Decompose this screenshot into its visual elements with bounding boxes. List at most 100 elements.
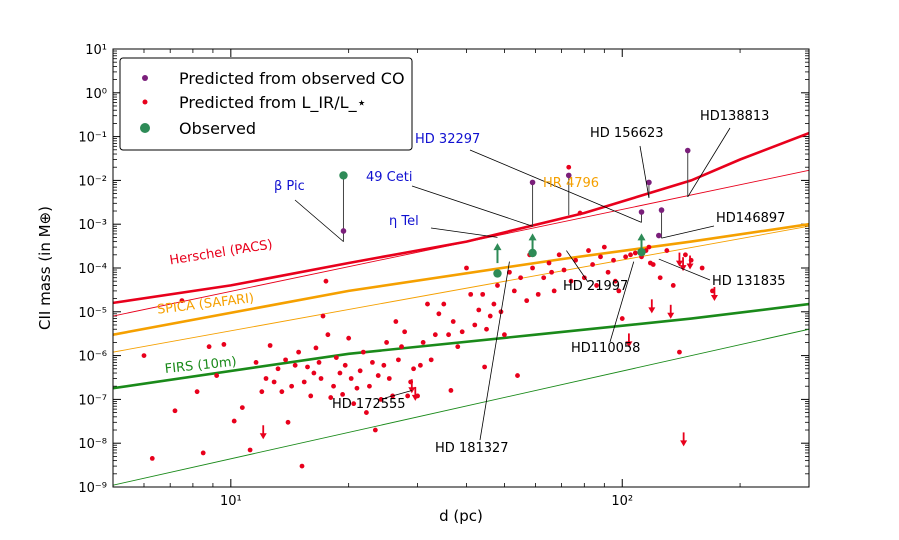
predicted-lir-point (425, 301, 430, 307)
y-axis-title: CII mass (in M⊕) (36, 206, 54, 330)
predicted-lir-point (524, 298, 530, 304)
y-tick-label: 10⁻⁴ (78, 262, 107, 277)
legend-marker-observed (140, 123, 150, 133)
observed-point (339, 171, 348, 180)
predicted-lir-point (411, 366, 416, 372)
tick-labels: 10⁻⁹ 10⁻⁸ 10⁻⁷ 10⁻⁶ 10⁻⁵ 10⁻⁴ 10⁻³ 10⁻² 10⁻¹ 10⁰ 1… (78, 43, 633, 509)
predicted-lir-point (179, 298, 185, 304)
predicted-lir-point (480, 291, 486, 297)
annotation-label: HD 32297 (415, 132, 480, 147)
predicted-lir-point (491, 301, 497, 307)
predicted-lir-point (271, 379, 277, 385)
annotation-leader (609, 261, 635, 343)
predicted-lir-point (396, 357, 401, 363)
predicted-lir-point (650, 262, 656, 267)
predicted-lir-point (367, 383, 372, 389)
predicted-lir-point (556, 252, 562, 258)
y-tick-label: 10⁻⁷ (78, 393, 107, 408)
predicted-co-point (656, 232, 662, 239)
predicted-lir-point (417, 362, 423, 368)
lower-limit-arrowhead (528, 233, 537, 241)
predicted-co-point (658, 207, 665, 213)
predicted-lir-point (628, 252, 633, 258)
predicted-lir-point (172, 408, 178, 414)
predicted-lir-point (263, 376, 269, 381)
predicted-lir-point (619, 316, 625, 321)
predicted-lir-point (459, 329, 465, 335)
observed-point (528, 248, 537, 258)
predicted-lir-point (399, 344, 404, 350)
predicted-co-point (684, 147, 691, 154)
predicted-lir-point (657, 275, 663, 281)
annotation-leader (294, 199, 344, 242)
predicted-lir-point (601, 244, 607, 250)
predicted-lir-point (354, 385, 360, 391)
predicted-lir-point (378, 397, 384, 402)
sensitivity-curve (113, 302, 809, 390)
predicted-lir-point (323, 278, 329, 284)
annotation-leader (384, 390, 412, 399)
annotation-label: HD110058 (571, 341, 640, 356)
predicted-lir-point (381, 362, 387, 368)
legend-marker-lir (142, 99, 148, 105)
predicted-lir-point (502, 332, 507, 338)
predicted-lir-point (441, 301, 447, 307)
y-tick-label: 10⁻¹ (78, 131, 107, 146)
annotation-label: HD 131835 (712, 274, 786, 289)
predicted-lir-point (141, 353, 147, 358)
predicted-lir-point (546, 260, 552, 266)
upper-limit-arrowhead (408, 387, 416, 394)
y-tick-label: 10⁻⁸ (78, 437, 107, 452)
legend-box (119, 57, 413, 151)
predicted-lir-point (313, 345, 319, 351)
y-tick-label: 10⁻² (78, 174, 107, 189)
annotation-label: HD 21997 (563, 279, 628, 294)
predicted-lir-point (677, 349, 682, 355)
annotation-leader (639, 145, 650, 198)
predicted-lir-point (386, 376, 392, 381)
annotation-label: 49 Ceti (366, 170, 412, 185)
sensitivity-curve (113, 222, 809, 336)
thin-sensitivity-line (113, 225, 809, 353)
y-tick-label: 10⁻⁹ (78, 481, 107, 496)
annotation-leader (661, 225, 715, 239)
annotation-label: HR 4796 (543, 176, 599, 191)
predicted-lir-point (370, 359, 375, 365)
upper-limit-arrowhead (675, 260, 683, 267)
upper-limit-arrowhead (625, 341, 633, 348)
legend-marker-co (142, 75, 148, 81)
annotation-label: HD146897 (716, 211, 785, 226)
annotation-leader (687, 127, 731, 198)
predicted-lir-point (487, 313, 493, 319)
predicted-lir-point (699, 265, 705, 271)
sensitivity-curve (113, 131, 809, 305)
upper-limit-arrowhead (710, 294, 718, 301)
predicted-lir-point (577, 210, 583, 216)
predicted-lir-point (511, 288, 517, 294)
x-tick-label: 10¹ (220, 494, 242, 509)
predicted-lir-point (464, 265, 469, 271)
predicted-lir-point (594, 283, 600, 288)
annotation-leader (430, 227, 498, 238)
predicted-lir-point (446, 332, 451, 338)
predicted-lir-point (221, 342, 227, 347)
predicted-lir-point (646, 244, 652, 250)
predicted-lir-point (346, 335, 352, 341)
x-axis-title: d (pc) (439, 507, 483, 525)
predicted-lir-point (495, 283, 500, 288)
predicted-lir-point (296, 349, 302, 355)
predicted-lir-point (664, 248, 670, 253)
predicted-lir-point (285, 419, 291, 425)
predicted-lir-point (275, 366, 281, 372)
annotation-label: HD 181327 (435, 441, 509, 456)
annotation-leader (469, 149, 642, 223)
predicted-lir-point (375, 373, 381, 378)
annotation-label: HD 156623 (590, 126, 664, 141)
annotation-leader (658, 258, 711, 281)
thin-sensitivity-line (113, 328, 809, 486)
predicted-lir-point (476, 307, 482, 313)
upper-limit-arrowhead (680, 440, 688, 447)
predicted-lir-point (605, 269, 611, 275)
legend: Predicted from observed CO Predicted fro… (119, 57, 413, 151)
